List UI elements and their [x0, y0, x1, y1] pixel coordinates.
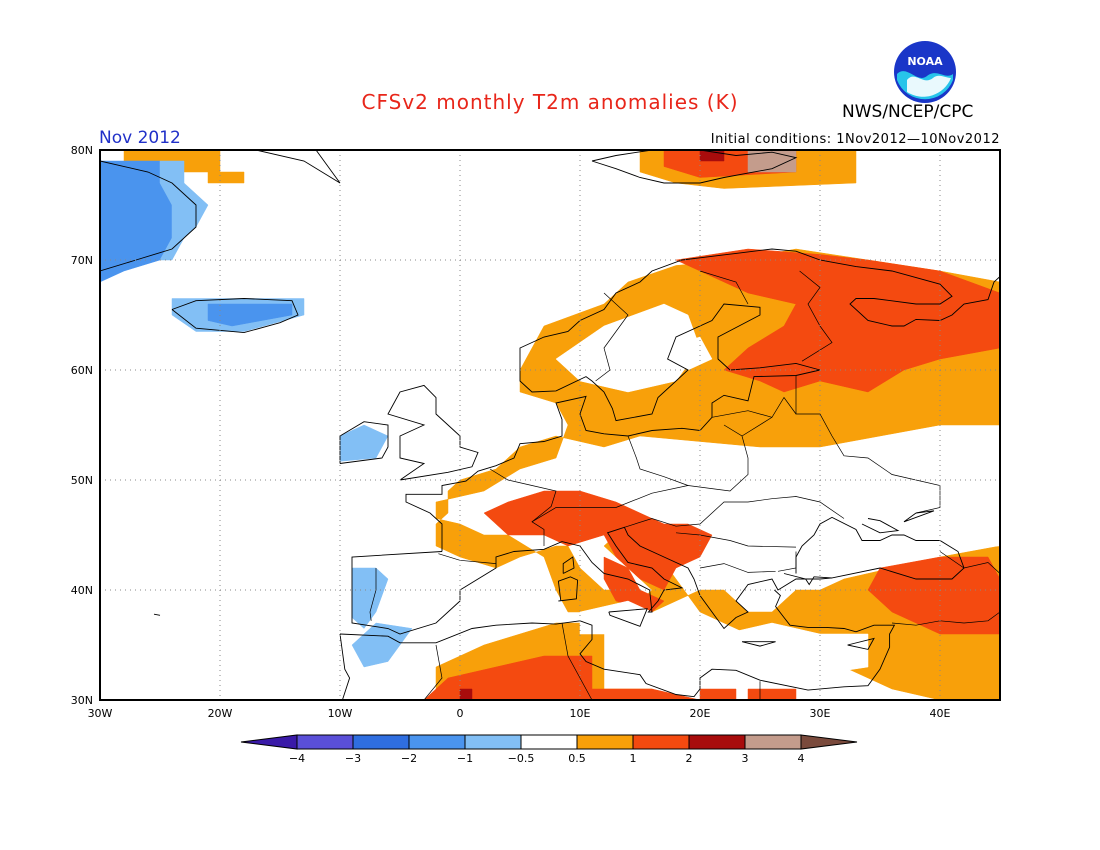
lon-tick-label: 30E — [810, 707, 831, 720]
country-border — [699, 270, 749, 305]
anomaly-region-red — [423, 655, 701, 700]
initial-conditions: Initial conditions: 1Nov2012—10Nov2012 — [710, 132, 1000, 147]
agency-label: NWS/NCEP/CPC — [842, 102, 974, 122]
coastline — [579, 589, 896, 698]
anomaly-region-red — [747, 688, 797, 700]
anomaly-region-dblue — [207, 303, 293, 327]
coastline — [255, 150, 341, 184]
color-legend-labels: −4 −3 −2 −1 −0.5 0.5 1 2 3 4 — [289, 752, 805, 765]
colorbar-label: 1 — [630, 752, 637, 765]
coastline — [847, 637, 875, 650]
color-legend — [240, 734, 858, 750]
lon-axis: 30W 20W 10W 0 10E 20E 30E 40E — [88, 707, 951, 720]
lat-tick-label: 80N — [71, 144, 93, 157]
anomaly-region-red — [675, 248, 1000, 393]
lat-tick-label: 70N — [71, 254, 93, 267]
coastline — [405, 248, 1000, 552]
coastline — [783, 573, 833, 586]
coastline — [608, 608, 648, 627]
country-border — [699, 563, 776, 573]
map-title: CFSv2 monthly T2m anomalies (K) — [361, 90, 739, 114]
coastline — [100, 160, 197, 272]
lon-tick-label: 40E — [930, 707, 951, 720]
colorbar-label: −3 — [345, 752, 361, 765]
lat-tick-label: 60N — [71, 364, 93, 377]
colorbar-label: 0.5 — [568, 752, 586, 765]
noaa-logo: NOAA — [894, 41, 956, 103]
colorbar-swatch — [632, 734, 690, 750]
colorbar-swatch — [688, 734, 746, 750]
gridlines — [100, 150, 1000, 700]
country-border — [777, 551, 797, 572]
lat-tick-label: 50N — [71, 474, 93, 487]
country-border — [627, 435, 689, 486]
colorbar-label: −2 — [401, 752, 417, 765]
coastline — [171, 298, 299, 334]
colorbar-swatch — [296, 734, 354, 750]
country-border — [711, 410, 773, 418]
colorbar-swatch — [408, 734, 466, 750]
anomaly-region-red — [699, 688, 737, 700]
country-border — [963, 611, 1000, 624]
country-border — [369, 568, 377, 621]
anomaly-region-red — [867, 556, 1000, 635]
lon-tick-label: 0 — [457, 707, 464, 720]
lon-tick-label: 20W — [208, 707, 233, 720]
forecast-period: Nov 2012 — [99, 128, 181, 148]
country-border — [675, 532, 797, 548]
country-border — [595, 292, 629, 382]
country-border — [624, 496, 845, 528]
country-border — [795, 375, 941, 514]
country-border — [891, 620, 965, 626]
country-border — [939, 551, 1000, 574]
coastline — [339, 633, 351, 700]
anomaly-region-neutral — [723, 622, 869, 679]
colorbar-swatch — [352, 734, 410, 750]
anomaly-region-red — [603, 556, 665, 613]
coastline — [387, 384, 479, 481]
lat-axis: 80N 70N 60N 50N 40N 30N — [71, 144, 93, 707]
lon-tick-label: 10E — [570, 707, 591, 720]
map-frame — [99, 149, 1001, 701]
colorbar-label: 3 — [742, 752, 749, 765]
colorbar-swatch — [576, 734, 634, 750]
lat-tick-label: 30N — [71, 694, 93, 707]
colorbar-swatch — [744, 734, 802, 750]
colorbar-label: −4 — [289, 752, 305, 765]
colorbar-label: 4 — [798, 752, 805, 765]
country-border — [561, 622, 593, 700]
coastline — [591, 150, 798, 184]
anomaly-region-lblue — [351, 622, 413, 668]
lon-tick-label: 20E — [690, 707, 711, 720]
coastline — [741, 641, 776, 647]
colorbar-max-arrow — [800, 734, 858, 750]
country-border — [423, 644, 443, 700]
colorbar-swatch — [520, 734, 578, 750]
colorbar-label: −1 — [457, 752, 473, 765]
country-border — [489, 468, 557, 546]
coastline — [903, 510, 935, 523]
colorbar-swatch — [464, 734, 522, 750]
logo-lettering: NOAA — [907, 55, 943, 68]
coastlines — [100, 150, 1000, 700]
country-border — [741, 396, 797, 437]
anomaly-region-tan — [747, 150, 797, 173]
lon-tick-label: 30W — [88, 707, 113, 720]
colorbar-label: −0.5 — [508, 752, 535, 765]
coastline — [339, 620, 581, 644]
coastline — [557, 576, 579, 602]
colorbar-min-arrow — [240, 734, 298, 750]
coastline — [562, 556, 575, 574]
coastline — [351, 516, 965, 635]
anomaly-region-dred — [459, 688, 473, 700]
colorbar-label: 2 — [686, 752, 693, 765]
lon-tick-label: 10W — [328, 707, 353, 720]
coastline — [861, 518, 900, 534]
coastline — [153, 613, 161, 616]
country-border — [799, 270, 833, 362]
lat-tick-label: 40N — [71, 584, 93, 597]
